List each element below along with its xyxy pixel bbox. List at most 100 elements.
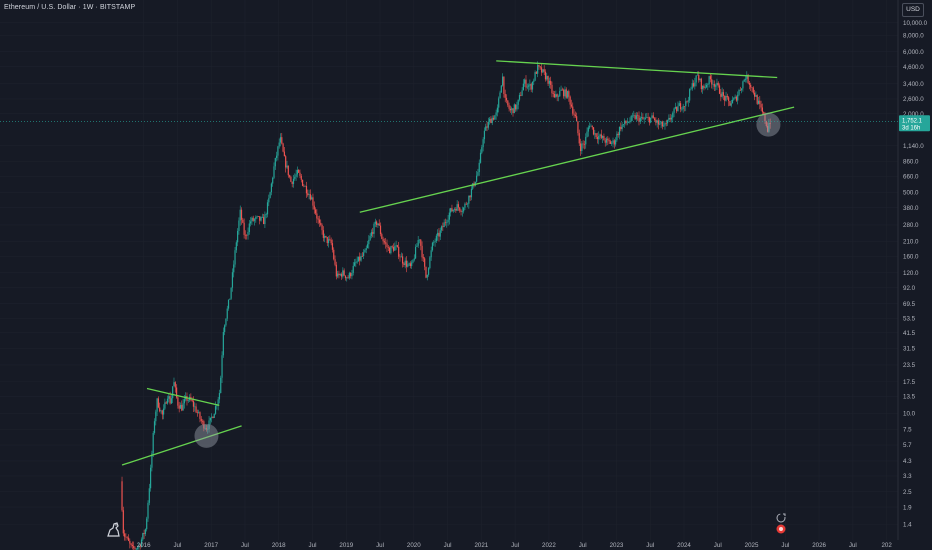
candle-body (677, 105, 679, 112)
x-tick-label: Jul (511, 542, 519, 549)
candle-body (517, 99, 519, 105)
x-tick-label: Jul (444, 542, 452, 549)
candle-body (765, 121, 767, 126)
candle-body (607, 138, 609, 140)
candle-body (421, 245, 423, 258)
candle-body (539, 66, 541, 68)
price-axis-panel[interactable] (898, 0, 932, 550)
candle-body (702, 85, 704, 90)
candle-body (495, 112, 497, 116)
candle-body (427, 268, 430, 275)
candle-body (129, 540, 131, 544)
candle-body (492, 117, 495, 120)
x-tick-label: 2024 (677, 542, 691, 549)
candle-body (700, 78, 702, 90)
candle-body (718, 85, 721, 94)
last-price-box (899, 115, 930, 132)
candle-body (209, 417, 211, 421)
candle-body (240, 209, 243, 220)
candle-body (333, 249, 335, 260)
candle-body (709, 76, 712, 80)
candle-body (239, 209, 241, 221)
y-tick-label: 120.0 (903, 270, 919, 277)
candle-body (733, 98, 735, 100)
currency-button[interactable]: USD (902, 3, 924, 17)
candle-body (218, 393, 221, 400)
refresh-icon[interactable] (776, 513, 786, 523)
candle-body (357, 256, 360, 262)
candle-body (464, 203, 466, 208)
candle-body (483, 130, 486, 140)
x-tick-label: 2023 (610, 542, 624, 549)
x-tick-label: Jul (579, 542, 587, 549)
candle-body (347, 277, 349, 279)
candle-body (304, 186, 306, 187)
candle-body (381, 234, 383, 239)
candle-body (126, 537, 128, 538)
candle-body (646, 117, 648, 118)
candle-body (257, 216, 260, 217)
candle-body (512, 108, 514, 114)
candle-body (498, 98, 500, 108)
candle-body (294, 176, 296, 179)
news-flag-icon[interactable] (776, 524, 786, 534)
candle-body (747, 74, 749, 84)
last-price-tag: 1,752.13d 16h (0, 115, 930, 132)
candle-body (769, 123, 771, 124)
candle-body (363, 252, 365, 256)
candle-body (630, 115, 632, 121)
candle-body (538, 64, 540, 67)
candle-body (613, 140, 615, 145)
y-tick-label: 1.9 (903, 504, 912, 511)
candle-body (181, 404, 183, 411)
candle-body (496, 107, 499, 113)
candle-body (152, 432, 154, 454)
candle-body (137, 547, 139, 549)
candle-body (261, 217, 263, 218)
y-tick-label: 8,000.0 (903, 33, 924, 40)
x-tick-label: Jul (376, 542, 384, 549)
candle-body (264, 214, 266, 225)
candle-body (326, 236, 328, 244)
candle-body (231, 272, 234, 288)
candle-body (425, 266, 427, 278)
candle-body (542, 69, 544, 73)
candle-body (764, 113, 766, 122)
candle-body (416, 245, 418, 247)
x-tick-label: Jul (309, 542, 317, 549)
candle-body (308, 194, 310, 196)
candle-body (643, 118, 645, 120)
candle-body (175, 387, 178, 398)
candle-body (391, 246, 393, 248)
candle-body (392, 247, 395, 251)
candle-body (403, 263, 405, 265)
candle-body (450, 208, 452, 213)
candle-body (429, 257, 431, 269)
candle-body (251, 217, 253, 222)
candle-body (683, 106, 686, 107)
candle-body (377, 223, 379, 225)
candle-body (399, 256, 401, 258)
candle-body (531, 81, 534, 90)
candle-body (596, 137, 599, 140)
candle-body (162, 408, 165, 415)
candle-body (634, 115, 636, 119)
candle-body (211, 416, 213, 418)
candle-body (301, 179, 304, 186)
candle-body (268, 198, 270, 203)
candle-body (535, 72, 537, 74)
candle-body (238, 220, 240, 231)
y-tick-label: 53.5 (903, 316, 916, 323)
x-tick-label: 2017 (204, 542, 218, 549)
candle-body (448, 212, 450, 220)
candle-body (207, 428, 209, 430)
candle-body (615, 140, 617, 145)
candle-body (670, 117, 673, 120)
candle-body (299, 172, 301, 176)
candle-body (453, 208, 456, 210)
candle-body (569, 96, 571, 105)
tradingview-dino-logo[interactable] (107, 522, 120, 537)
candle-body (469, 195, 471, 198)
candle-body (705, 84, 708, 88)
